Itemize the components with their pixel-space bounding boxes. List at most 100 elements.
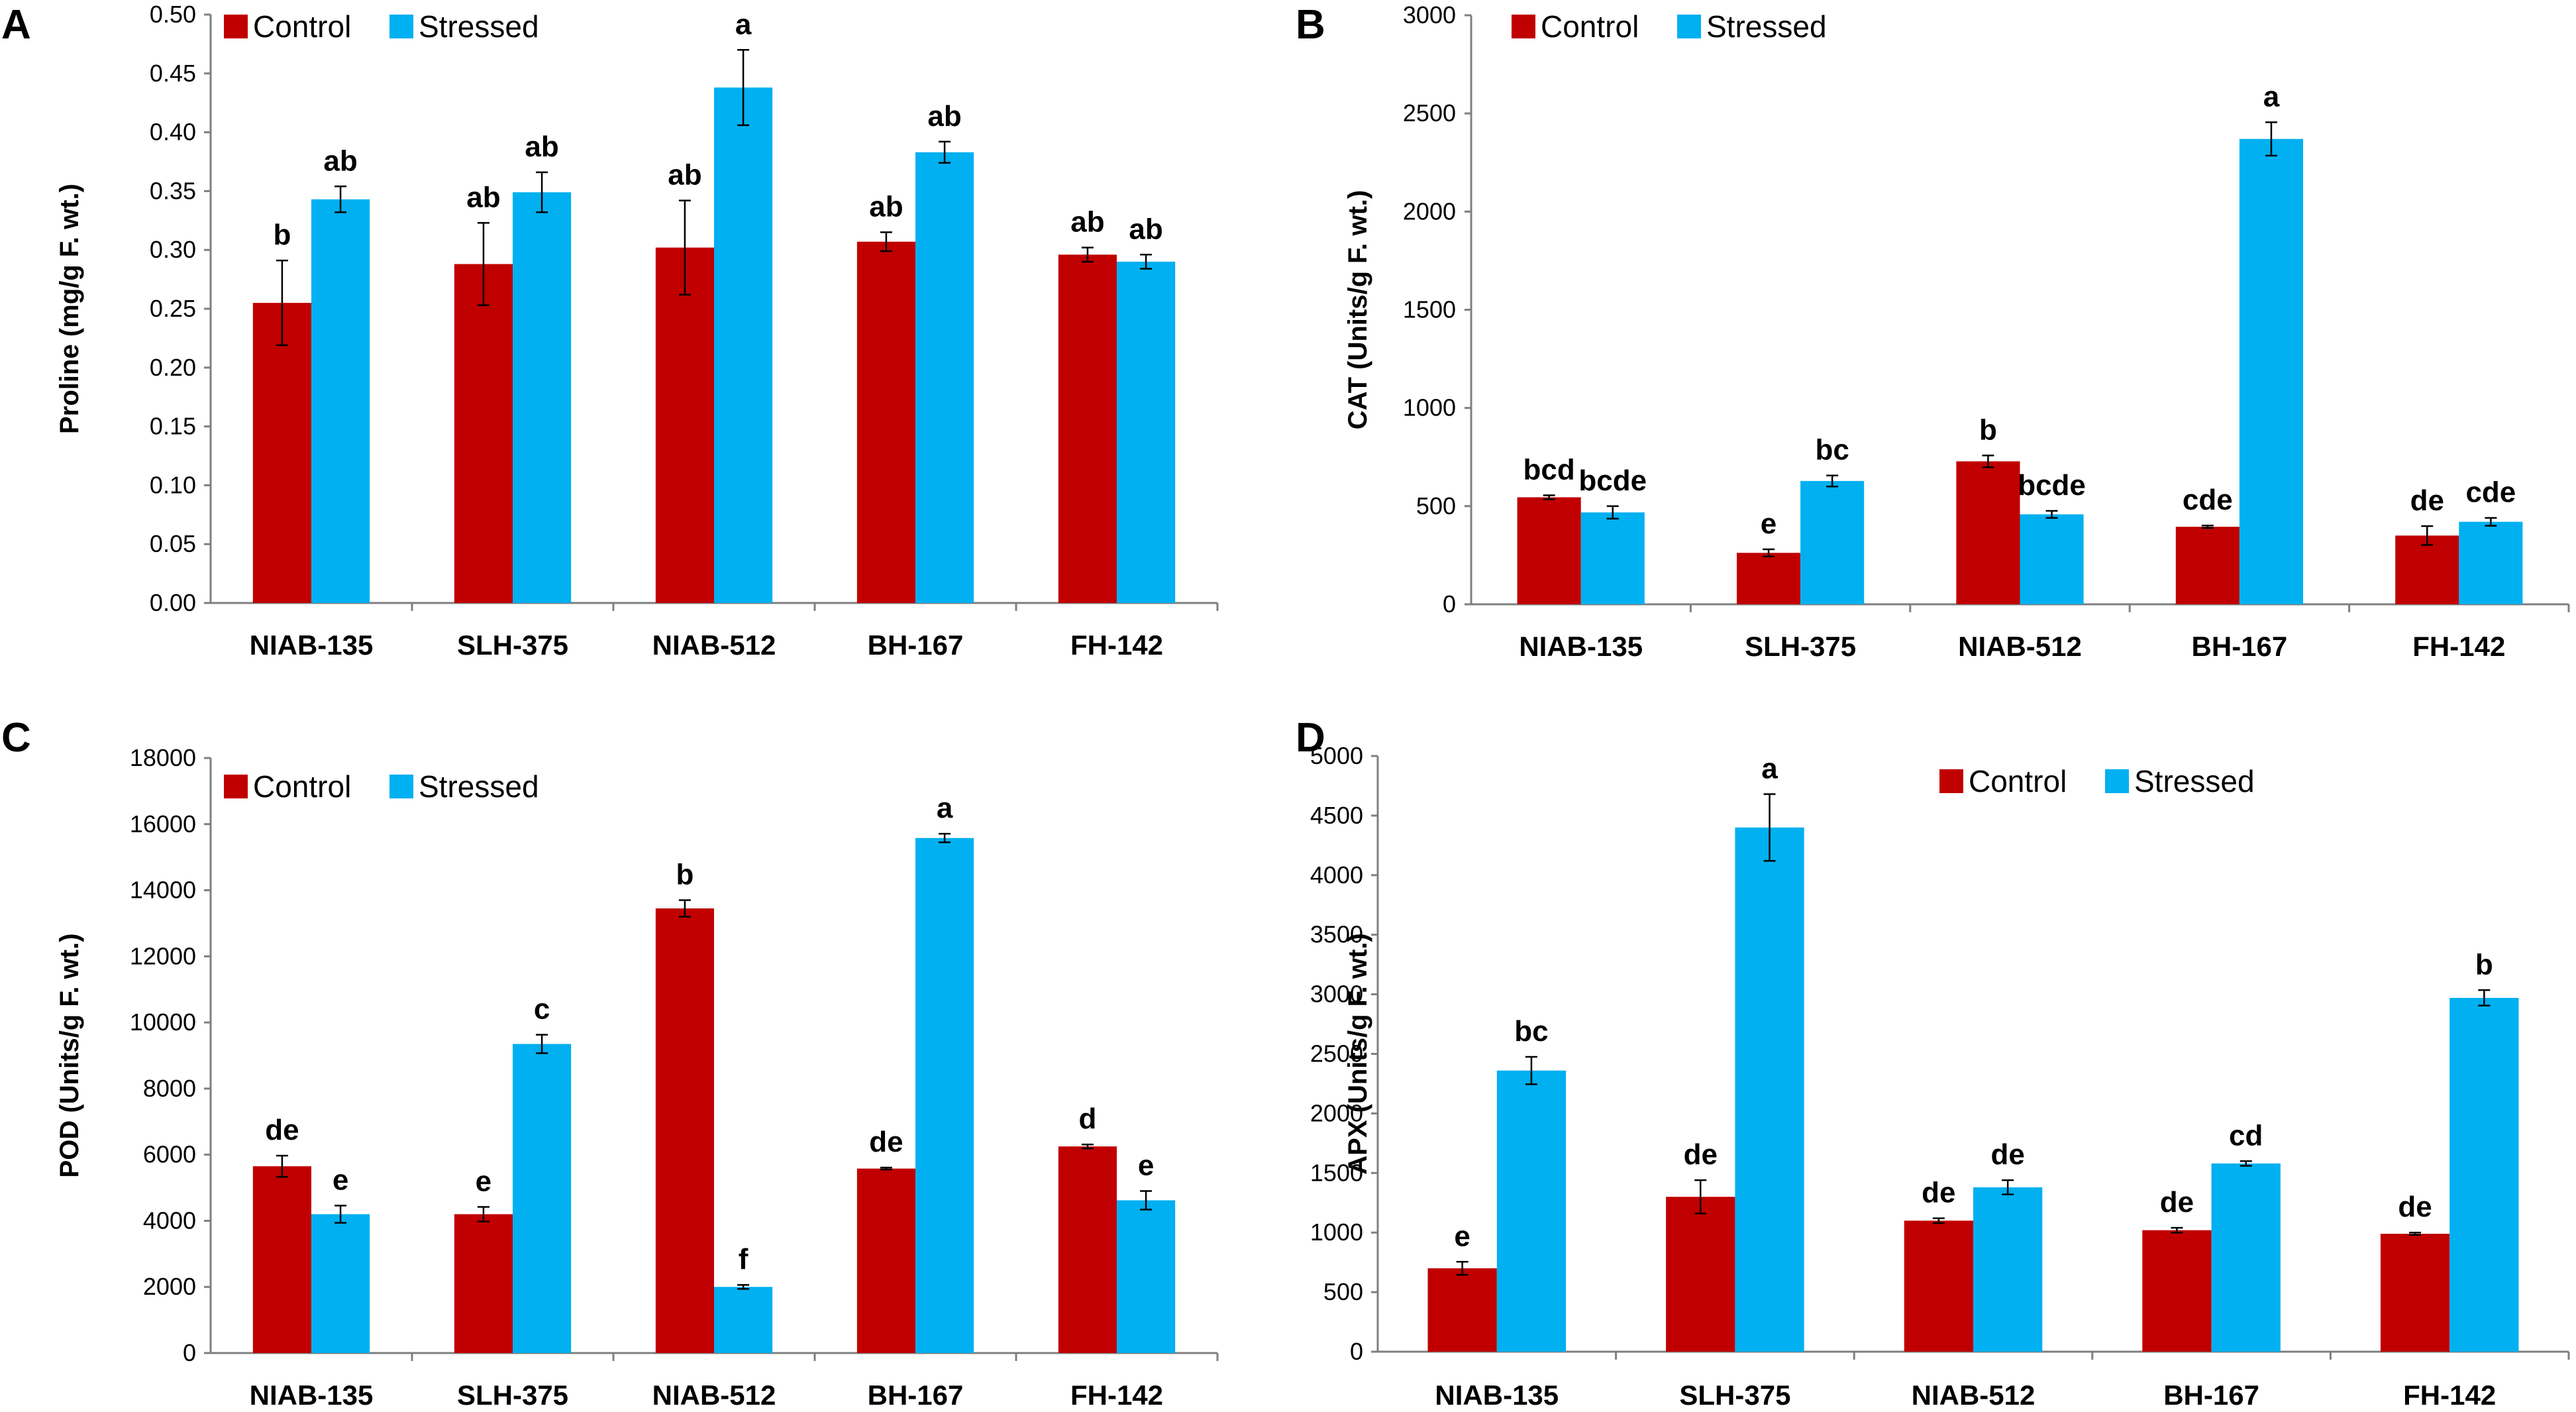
y-tick-label: 4500 bbox=[1310, 802, 1363, 829]
bar-control bbox=[1736, 553, 1801, 604]
legend-label-control: Control bbox=[253, 9, 351, 44]
category-label: NIAB-512 bbox=[1912, 1380, 2035, 1411]
category-label: BH-167 bbox=[868, 1380, 964, 1411]
significance-label: cde bbox=[2183, 484, 2233, 516]
bar-control bbox=[1517, 497, 1581, 604]
bar-control bbox=[454, 1214, 513, 1353]
bar-control bbox=[1058, 254, 1117, 604]
y-tick-label: 0.40 bbox=[150, 119, 196, 146]
y-tick-label: 16000 bbox=[130, 810, 196, 838]
bar-stressed bbox=[513, 1044, 572, 1353]
category-label: SLH-375 bbox=[457, 1380, 568, 1411]
y-tick-label: 2000 bbox=[143, 1273, 196, 1300]
y-tick-label: 3500 bbox=[1310, 921, 1363, 948]
y-tick-label: 0.15 bbox=[150, 413, 196, 440]
bar-control bbox=[1427, 1268, 1497, 1352]
category-label: NIAB-135 bbox=[1519, 631, 1643, 662]
legend-label-stressed: Stressed bbox=[419, 769, 539, 804]
y-tick-label: 0.00 bbox=[150, 589, 196, 616]
y-tick-label: 4000 bbox=[1310, 861, 1363, 889]
significance-label: de bbox=[265, 1114, 299, 1146]
significance-label: bc bbox=[1815, 434, 1849, 466]
y-axis-title: Proline (mg/g F. wt.) bbox=[55, 184, 84, 434]
y-tick-label: 0.45 bbox=[150, 60, 196, 87]
significance-label: cd bbox=[2229, 1119, 2263, 1152]
bar-stressed bbox=[1973, 1187, 2043, 1352]
significance-label: e bbox=[476, 1165, 491, 1197]
significance-label: a bbox=[735, 8, 752, 40]
category-label: NIAB-512 bbox=[652, 1380, 776, 1411]
y-tick-label: 0.25 bbox=[150, 295, 196, 322]
significance-label: de bbox=[869, 1126, 903, 1158]
legend-label-stressed: Stressed bbox=[419, 9, 539, 44]
legend-swatch-control bbox=[1939, 769, 1963, 793]
y-tick-label: 3000 bbox=[1310, 981, 1363, 1008]
chart-panel-c: C 0 2000 4000 6000 8000 10000 12000 14000 16000 18… bbox=[1, 715, 1219, 1411]
y-tick-label: 2000 bbox=[1403, 197, 1456, 225]
legend-label-stressed: Stressed bbox=[2134, 764, 2255, 798]
legend: Control Stressed bbox=[1512, 9, 1827, 44]
legend-swatch-stressed bbox=[389, 775, 413, 798]
significance-label: cde bbox=[2465, 476, 2516, 509]
significance-label: bcd bbox=[1523, 454, 1575, 486]
category-label: NIAB-512 bbox=[652, 629, 776, 661]
significance-label: ab bbox=[927, 100, 961, 133]
y-tick-label: 0.05 bbox=[150, 530, 196, 557]
bar-stressed bbox=[714, 1287, 773, 1353]
y-tick-label: 1000 bbox=[1310, 1219, 1363, 1246]
legend-swatch-stressed bbox=[1677, 15, 1701, 38]
bar-control bbox=[856, 241, 915, 603]
y-tick-label: 1000 bbox=[1403, 394, 1456, 421]
y-tick-label: 3000 bbox=[1403, 1, 1456, 28]
bar-control bbox=[1666, 1197, 1735, 1352]
y-tick-label: 2500 bbox=[1403, 99, 1456, 127]
significance-label: b bbox=[1979, 413, 1997, 446]
panel-letter: C bbox=[1, 715, 31, 761]
y-tick-label: 8000 bbox=[143, 1075, 196, 1102]
legend: Control Stressed bbox=[224, 769, 539, 804]
panel-letter: B bbox=[1296, 2, 1325, 48]
significance-label: c bbox=[534, 993, 550, 1026]
significance-label: ab bbox=[466, 181, 500, 213]
y-tick-label: 2000 bbox=[1310, 1099, 1363, 1126]
bar-stressed bbox=[1735, 827, 1804, 1352]
significance-label: bcde bbox=[2018, 469, 2086, 502]
y-tick-label: 14000 bbox=[130, 877, 196, 904]
bar-stressed bbox=[2020, 514, 2084, 604]
category-label: FH-142 bbox=[2412, 631, 2505, 662]
significance-label: de bbox=[2410, 484, 2444, 517]
y-tick-label: 1500 bbox=[1403, 296, 1456, 323]
chart-panel-b: B 0 500 1000 1500 2000 2500 3000 CAT (Units/g F.… bbox=[1296, 1, 2570, 662]
category-label: FH-142 bbox=[1070, 1380, 1163, 1411]
y-tick-label: 500 bbox=[1323, 1278, 1363, 1305]
significance-label: ab bbox=[869, 191, 903, 223]
significance-label: b bbox=[273, 219, 291, 251]
bar-control bbox=[2380, 1233, 2450, 1352]
bar-stressed bbox=[1117, 261, 1176, 604]
bar-stressed bbox=[2449, 997, 2519, 1352]
y-tick-label: 18000 bbox=[130, 744, 196, 771]
significance-label: ab bbox=[1070, 206, 1104, 239]
bar-control bbox=[2175, 526, 2240, 604]
significance-label: a bbox=[2263, 81, 2280, 113]
y-tick-label: 1500 bbox=[1310, 1159, 1363, 1186]
bar-stressed bbox=[2239, 138, 2304, 604]
y-axis-title: CAT (Units/g F. wt.) bbox=[1343, 190, 1372, 429]
y-tick-label: 0.50 bbox=[150, 1, 196, 28]
category-label: NIAB-135 bbox=[250, 1380, 374, 1411]
y-axis-title: POD (Units/g F. wt.) bbox=[55, 934, 84, 1178]
significance-label: e bbox=[1138, 1150, 1154, 1182]
category-label: FH-142 bbox=[2403, 1380, 2496, 1411]
category-label: SLH-375 bbox=[1679, 1380, 1790, 1411]
y-tick-label: 2500 bbox=[1310, 1040, 1363, 1067]
legend-label-control: Control bbox=[1969, 764, 2067, 798]
chart-panel-a: A 0.00 0.05 0.10 0.15 0.20 0.25 0.30 0.35 0.40 0.4… bbox=[1, 1, 1219, 661]
significance-label: a bbox=[937, 792, 953, 824]
category-label: NIAB-135 bbox=[1435, 1380, 1559, 1411]
category-label: BH-167 bbox=[868, 629, 964, 661]
legend-swatch-stressed bbox=[389, 15, 413, 38]
y-tick-label: 0.10 bbox=[150, 471, 196, 498]
y-tick-label: 6000 bbox=[143, 1141, 196, 1168]
bar-stressed bbox=[2459, 521, 2523, 604]
y-tick-label: 0 bbox=[1350, 1338, 1363, 1365]
